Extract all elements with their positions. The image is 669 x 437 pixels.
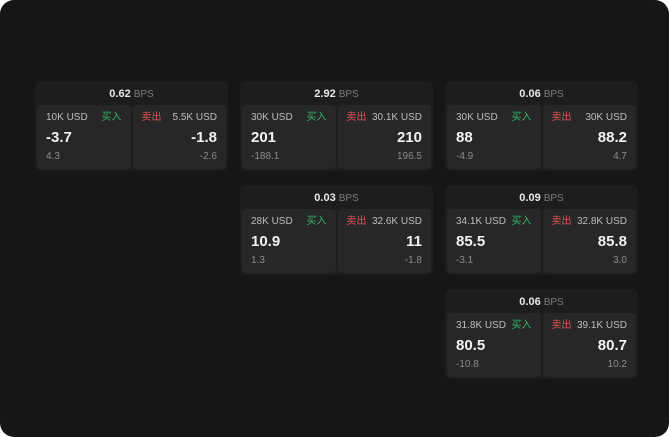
price-tile-2: 0.06 BPS 30K USD 买入 88 -4.9 卖出 30K USD: [445, 81, 638, 171]
quote-panels: 10K USD 买入 -3.7 4.3 卖出 5.5K USD -1.8 -2.…: [37, 105, 226, 169]
buy-price: 201: [251, 129, 277, 146]
buy-sub-value: -188.1: [251, 151, 280, 162]
quote-panels: 28K USD 买入 10.9 1.3 卖出 32.6K USD 11 -1.8: [242, 209, 431, 273]
buy-panel[interactable]: 28K USD 买入 10.9 1.3: [242, 209, 336, 273]
quote-panels: 34.1K USD 买入 85.5 -3.1 卖出 32.8K USD 85.8…: [447, 209, 636, 273]
buy-amount: 30K USD: [456, 112, 498, 123]
spread-value: 2.92: [314, 88, 336, 100]
buy-sub-value: -3.1: [456, 255, 474, 266]
spread-unit: BPS: [133, 89, 154, 100]
sell-amount: 30.1K USD: [371, 112, 422, 123]
spread-value: 0.06: [519, 296, 541, 308]
price-tile-1: 2.92 BPS 30K USD 买入 201 -188.1 卖出 30.1K U…: [240, 81, 433, 171]
spread-header: 0.06 BPS: [447, 83, 636, 105]
sell-panel[interactable]: 卖出 5.5K USD -1.8 -2.6: [132, 105, 226, 169]
buy-amount: 10K USD: [46, 112, 88, 123]
sell-label: 卖出: [551, 112, 572, 123]
price-tile-0: 0.62 BPS 10K USD 买入 -3.7 4.3 卖出 5.5K USD: [35, 81, 228, 171]
buy-label: 买入: [101, 112, 122, 123]
buy-sub-value: 1.3: [251, 255, 265, 266]
quote-panels: 31.8K USD 买入 80.5 -10.8 卖出 39.1K USD 80.…: [447, 313, 636, 377]
buy-label: 买入: [511, 216, 532, 227]
sell-sub-value: 3.0: [613, 255, 627, 266]
price-tile-5: 0.06 BPS 31.8K USD 买入 80.5 -10.8 卖出 39.1K…: [445, 289, 638, 379]
buy-sub-value: 4.3: [46, 151, 60, 162]
buy-panel[interactable]: 10K USD 买入 -3.7 4.3: [37, 105, 131, 169]
price-tile-4: 0.09 BPS 34.1K USD 买入 85.5 -3.1 卖出 32.8K …: [445, 185, 638, 275]
sell-price: 85.8: [597, 233, 627, 250]
buy-amount: 30K USD: [251, 112, 293, 123]
sell-label: 卖出: [346, 112, 367, 123]
sell-label: 卖出: [141, 112, 162, 123]
sell-panel[interactable]: 卖出 30.1K USD 210 196.5: [337, 105, 431, 169]
spread-header: 0.03 BPS: [242, 187, 431, 209]
price-tile-3: 0.03 BPS 28K USD 买入 10.9 1.3 卖出 32.6K USD: [240, 185, 433, 275]
buy-panel[interactable]: 31.8K USD 买入 80.5 -10.8: [447, 313, 541, 377]
buy-amount: 31.8K USD: [456, 320, 507, 331]
buy-panel[interactable]: 30K USD 买入 201 -188.1: [242, 105, 336, 169]
spread-unit: BPS: [543, 89, 564, 100]
buy-label: 买入: [306, 216, 327, 227]
buy-label: 买入: [511, 320, 532, 331]
buy-price: -3.7: [46, 129, 72, 146]
sell-panel[interactable]: 卖出 39.1K USD 80.7 10.2: [542, 313, 636, 377]
buy-price: 85.5: [456, 233, 486, 250]
spread-unit: BPS: [338, 89, 359, 100]
sell-sub-value: 10.2: [607, 359, 627, 370]
spread-unit: BPS: [543, 193, 564, 204]
sell-price: -1.8: [191, 129, 217, 146]
sell-amount: 39.1K USD: [576, 320, 627, 331]
spread-unit: BPS: [338, 193, 359, 204]
spread-header: 0.09 BPS: [447, 187, 636, 209]
quote-panels: 30K USD 买入 201 -188.1 卖出 30.1K USD 210 1…: [242, 105, 431, 169]
sell-price: 80.7: [597, 337, 627, 354]
spread-value: 0.06: [519, 88, 541, 100]
sell-panel[interactable]: 卖出 32.6K USD 11 -1.8: [337, 209, 431, 273]
spread-unit: BPS: [543, 297, 564, 308]
spread-value: 0.09: [519, 192, 541, 204]
buy-price: 88: [456, 129, 473, 146]
sell-sub-value: 4.7: [613, 151, 627, 162]
spread-header: 0.62 BPS: [37, 83, 226, 105]
sell-label: 卖出: [551, 320, 572, 331]
price-tile-grid: 0.62 BPS 10K USD 买入 -3.7 4.3 卖出 5.5K USD: [35, 81, 638, 379]
sell-price: 11: [406, 233, 422, 250]
buy-price: 80.5: [456, 337, 486, 354]
sell-amount: 30K USD: [585, 112, 627, 123]
quote-panels: 30K USD 买入 88 -4.9 卖出 30K USD 88.2 4.7: [447, 105, 636, 169]
sell-label: 卖出: [346, 216, 367, 227]
sell-amount: 32.6K USD: [371, 216, 422, 227]
buy-price: 10.9: [251, 233, 281, 250]
buy-label: 买入: [306, 112, 327, 123]
buy-panel[interactable]: 30K USD 买入 88 -4.9: [447, 105, 541, 169]
spread-header: 2.92 BPS: [242, 83, 431, 105]
buy-label: 买入: [511, 112, 532, 123]
sell-amount: 32.8K USD: [576, 216, 627, 227]
sell-amount: 5.5K USD: [172, 112, 217, 123]
buy-panel[interactable]: 34.1K USD 买入 85.5 -3.1: [447, 209, 541, 273]
sell-price: 88.2: [597, 129, 627, 146]
sell-sub-value: -1.8: [404, 255, 422, 266]
buy-amount: 28K USD: [251, 216, 293, 227]
sell-label: 卖出: [551, 216, 572, 227]
spread-header: 0.06 BPS: [447, 291, 636, 313]
sell-sub-value: -2.6: [199, 151, 217, 162]
sell-sub-value: 196.5: [396, 151, 422, 162]
buy-amount: 34.1K USD: [456, 216, 507, 227]
sell-price: 210: [396, 129, 422, 146]
spread-value: 0.62: [109, 88, 131, 100]
sell-panel[interactable]: 卖出 30K USD 88.2 4.7: [542, 105, 636, 169]
buy-sub-value: -4.9: [456, 151, 474, 162]
spread-value: 0.03: [314, 192, 336, 204]
buy-sub-value: -10.8: [456, 359, 479, 370]
sell-panel[interactable]: 卖出 32.8K USD 85.8 3.0: [542, 209, 636, 273]
